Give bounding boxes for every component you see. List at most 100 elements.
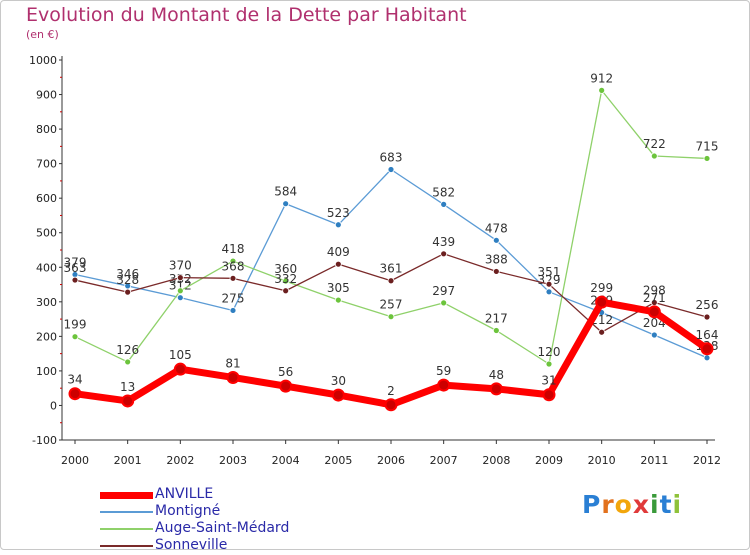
data-point (440, 200, 448, 208)
x-tick-label: 2010 (588, 454, 616, 467)
data-point (176, 294, 184, 302)
data-point (703, 155, 711, 162)
data-label: 305 (327, 281, 350, 295)
data-label: 722 (643, 137, 666, 151)
data-point (229, 274, 237, 282)
data-point (595, 295, 609, 309)
x-tick-label: 2005 (324, 454, 352, 467)
data-point (229, 307, 237, 314)
data-label: 368 (222, 259, 245, 273)
data-point (598, 328, 606, 336)
y-tick-label: 100 (36, 365, 57, 378)
legend-label: ANVILLE (155, 486, 214, 502)
legend-swatch (100, 545, 153, 547)
logo-letter: o (614, 490, 633, 519)
data-label: 199 (64, 318, 87, 332)
data-point (492, 268, 500, 275)
data-label: 2 (387, 384, 395, 398)
data-point (121, 394, 135, 408)
data-point (489, 382, 503, 396)
legend-swatch (100, 491, 153, 499)
data-point (334, 221, 342, 229)
x-tick-label: 2003 (219, 454, 247, 467)
legend-label: Auge-Saint-Médard (155, 520, 290, 536)
legend-item: ANVILLE (100, 486, 400, 504)
x-tick-label: 2001 (114, 454, 142, 467)
data-label: 715 (696, 139, 719, 153)
data-label: 164 (696, 328, 719, 342)
data-label: 120 (538, 345, 561, 359)
data-label: 332 (274, 272, 297, 286)
data-label: 275 (222, 291, 245, 305)
x-tick-label: 2006 (377, 454, 405, 467)
legend-item: Sonneville (100, 537, 400, 555)
data-point (71, 276, 79, 284)
logo-letter: r (601, 490, 615, 519)
data-point (387, 277, 395, 285)
data-point (598, 87, 606, 94)
logo-letter: x (632, 490, 650, 519)
data-point (334, 296, 342, 304)
data-label: 217 (485, 311, 508, 325)
data-label: 256 (696, 298, 719, 312)
data-label: 388 (485, 252, 508, 266)
data-point (282, 200, 290, 208)
chart-title: Evolution du Montant de la Dette par Hab… (26, 4, 467, 26)
logo-letter: t (659, 490, 673, 519)
data-label: 126 (116, 343, 139, 357)
y-tick-label: 800 (36, 123, 57, 136)
data-point (279, 379, 293, 393)
data-point (334, 260, 342, 268)
data-label: 379 (64, 256, 87, 270)
data-label: 523 (327, 206, 350, 220)
y-tick-label: 400 (36, 261, 57, 274)
legend-label: Montigné (155, 503, 221, 519)
data-label: 105 (169, 348, 192, 362)
data-point (650, 152, 658, 160)
data-label: 30 (331, 374, 346, 388)
data-label: 298 (643, 284, 666, 298)
legend-swatch (100, 528, 153, 530)
legend-swatch (100, 511, 153, 513)
data-point (124, 358, 132, 366)
y-tick-label: 300 (36, 296, 57, 309)
data-label: 363 (64, 261, 87, 275)
data-point (650, 331, 658, 339)
data-label: 48 (489, 368, 504, 382)
legend-label: Sonneville (155, 537, 228, 553)
data-label: 299 (590, 281, 613, 295)
data-label: 584 (274, 185, 297, 199)
data-label: 582 (432, 185, 455, 199)
x-tick-label: 2000 (61, 454, 89, 467)
data-point (387, 166, 395, 173)
y-tick-label: 0 (50, 399, 57, 412)
y-tick-label: 900 (36, 89, 57, 102)
data-label: 59 (436, 364, 451, 378)
logo-letter: i (650, 490, 660, 519)
y-tick-label: 200 (36, 330, 57, 343)
data-point (647, 305, 661, 319)
data-label: 912 (590, 71, 613, 85)
x-tick-label: 2012 (693, 454, 721, 467)
data-point (492, 327, 500, 334)
data-label: 478 (485, 221, 508, 235)
data-point (384, 398, 398, 412)
logo-letter: P (582, 490, 602, 519)
data-label: 351 (538, 265, 561, 279)
data-point (282, 277, 290, 285)
data-point (229, 257, 237, 265)
data-label: 346 (116, 267, 139, 281)
data-point (226, 370, 240, 384)
data-point (440, 250, 448, 258)
x-tick-label: 2011 (640, 454, 668, 467)
data-point (282, 287, 290, 295)
x-tick-label: 2002 (166, 454, 194, 467)
data-point (542, 388, 556, 402)
data-label: 409 (327, 245, 350, 259)
data-label: 257 (380, 298, 403, 312)
data-point (71, 333, 79, 341)
data-point (68, 387, 82, 401)
data-label: 81 (225, 356, 240, 370)
